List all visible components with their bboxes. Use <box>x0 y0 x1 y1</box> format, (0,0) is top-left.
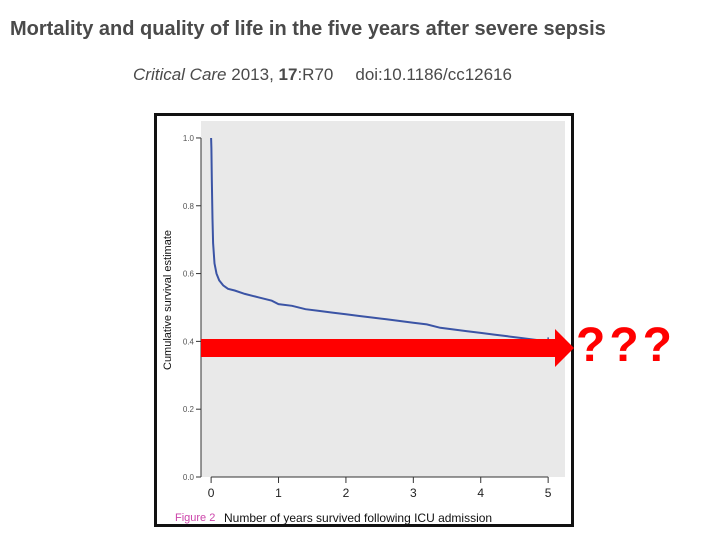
x-tick-label: 2 <box>343 486 350 500</box>
y-tick-label: 0.0 <box>183 473 195 482</box>
citation-year: 2013, <box>226 65 279 84</box>
y-axis: 0.0 0.2 0.4 0.6 0.8 1.0 <box>183 134 202 482</box>
x-axis: 0 1 2 3 4 5 <box>208 476 552 500</box>
x-tick-label: 5 <box>545 486 552 500</box>
x-tick-label: 0 <box>208 486 215 500</box>
citation: Critical Care 2013, 17:R70 doi:10.1186/cc… <box>133 65 512 85</box>
y-tick-label: 0.6 <box>183 270 195 279</box>
figure-caption: Figure 2 <box>175 512 215 524</box>
x-tick-label: 1 <box>275 486 282 500</box>
citation-doi: doi:10.1186/cc12616 <box>355 65 512 84</box>
x-tick-label: 3 <box>410 486 417 500</box>
y-tick-label: 1.0 <box>183 134 195 143</box>
y-tick-label: 0.8 <box>183 202 195 211</box>
plot-background <box>201 121 565 477</box>
y-tick-label: 0.4 <box>183 337 195 346</box>
citation-volume: 17 <box>278 65 298 84</box>
citation-article: :R70 <box>297 65 334 84</box>
y-tick-label: 0.2 <box>183 405 195 414</box>
x-axis-label: Number of years survived following ICU a… <box>224 511 492 524</box>
survival-chart: 0.0 0.2 0.4 0.6 0.8 1.0 0 1 2 3 4 5 Cumulative sur… <box>162 121 565 524</box>
question-marks: ??? <box>576 319 676 372</box>
citation-journal: Critical Care <box>133 65 227 84</box>
x-tick-label: 4 <box>477 486 484 500</box>
slide-title: Mortality and quality of life in the fiv… <box>10 18 606 40</box>
figure-frame: 0.0 0.2 0.4 0.6 0.8 1.0 0 1 2 3 4 5 Cumulative sur… <box>154 113 574 527</box>
y-axis-label: Cumulative survival estimate <box>162 230 174 370</box>
